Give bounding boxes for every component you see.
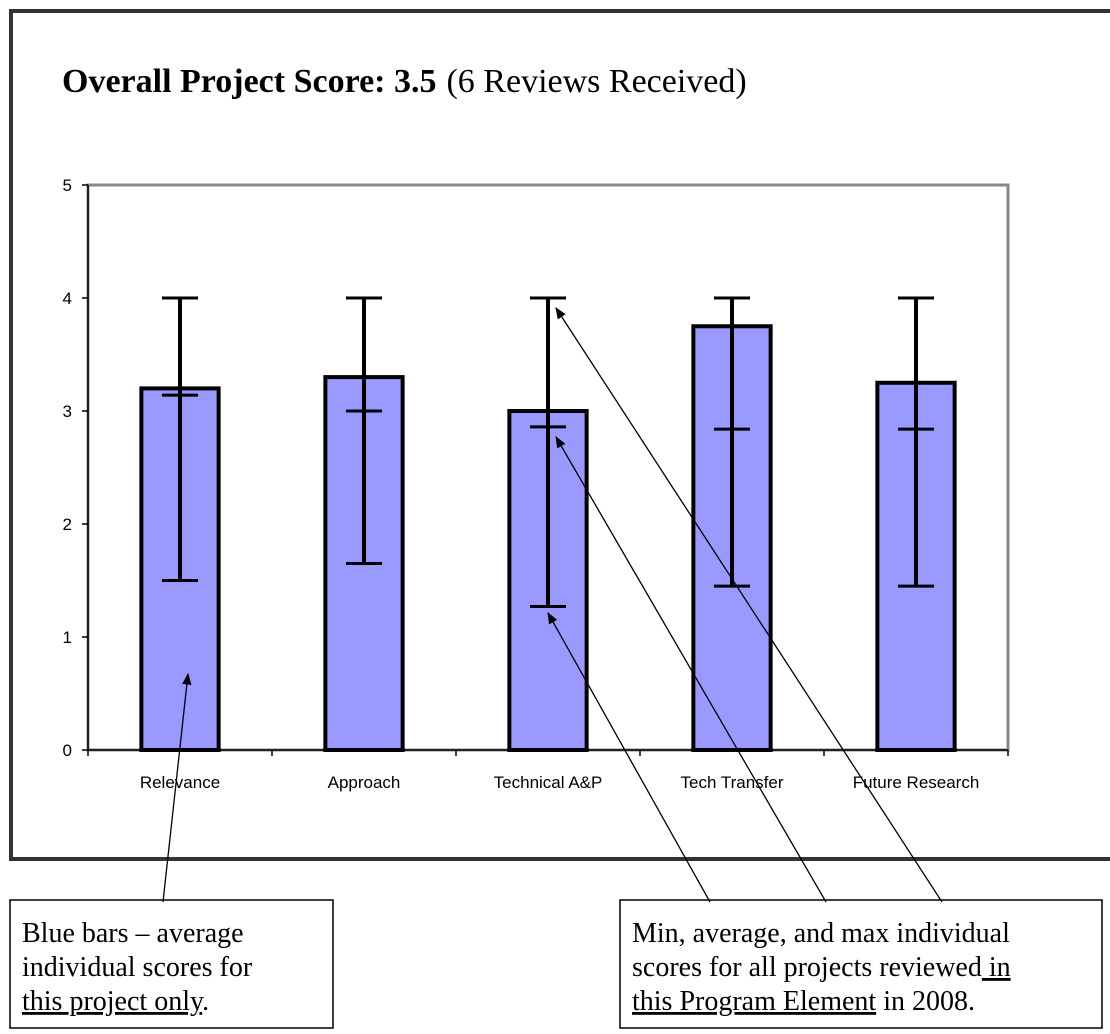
annotation-line: this Program Element in 2008. (632, 986, 975, 1017)
plot: 0 1 2 3 4 5 Relevance Approach Technical A&P Tech… (63, 176, 1009, 792)
title-bold: Overall Project Score: 3.5 (62, 63, 436, 100)
y-tick-label: 5 (63, 176, 72, 195)
y-tick-label: 4 (63, 289, 72, 308)
y-tick-label: 1 (63, 628, 72, 647)
chart-title: Overall Project Score: 3.5 (6 Reviews Rec… (62, 63, 747, 100)
annotation-text: Blue bars – average (22, 918, 244, 949)
arrows (162, 307, 943, 903)
y-tick-label: 2 (63, 515, 72, 534)
annotation-line: Min, average, and max individual (632, 918, 1010, 949)
y-tick-label: 0 (63, 741, 72, 760)
annotation-text: in (982, 952, 1011, 983)
annotation-text: individual scores for (22, 952, 253, 983)
annotation-line: Blue bars – average (22, 918, 244, 949)
title-rest: (6 Reviews Received) (446, 63, 746, 100)
arrow (162, 672, 192, 903)
annotation-text: in 2008. (876, 986, 975, 1017)
annotation-text: this Program Element (632, 986, 876, 1017)
annotation-text: Min, average, and max individual (632, 918, 1010, 949)
annotation-line: scores for all projects reviewed in (632, 952, 1011, 983)
x-tick-label: Approach (328, 773, 401, 792)
arrow (547, 611, 711, 903)
x-tick-label: Technical A&P (494, 773, 603, 792)
arrow (555, 435, 827, 903)
annotation-text: this project only (22, 986, 204, 1017)
annotation-line: this project only. (22, 986, 209, 1017)
x-tick-label: Future Research (853, 773, 980, 792)
annotation-box (619, 899, 1103, 1029)
x-tick-label: Relevance (140, 773, 220, 792)
annotation-box (9, 899, 334, 1029)
arrow (555, 307, 943, 903)
x-tick-label: Tech Transfer (681, 773, 784, 792)
y-tick-label: 3 (63, 402, 72, 421)
annotation-line: individual scores for (22, 952, 253, 983)
annotation-text: scores for all projects reviewed (632, 952, 982, 983)
annotation-text: . (202, 986, 209, 1017)
